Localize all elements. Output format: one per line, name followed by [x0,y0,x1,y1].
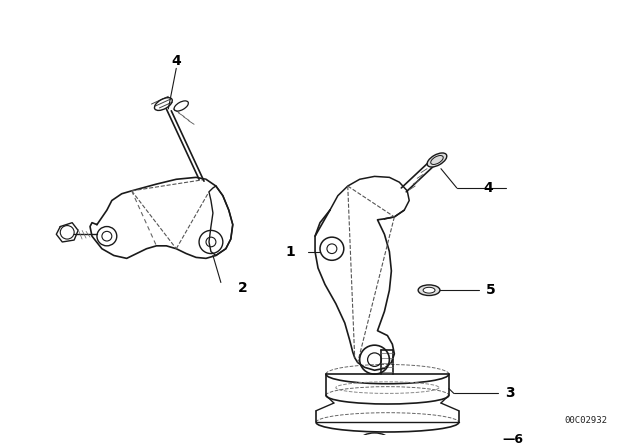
Text: 00C02932: 00C02932 [564,416,607,425]
Ellipse shape [418,285,440,296]
Text: —6: —6 [503,433,524,446]
Text: 1: 1 [285,245,295,258]
Text: 4: 4 [484,181,493,195]
Text: 5: 5 [486,283,495,297]
Text: 3: 3 [506,386,515,401]
Text: 2: 2 [238,281,248,295]
Ellipse shape [423,287,435,293]
Ellipse shape [427,153,447,167]
Text: 4: 4 [172,54,181,68]
